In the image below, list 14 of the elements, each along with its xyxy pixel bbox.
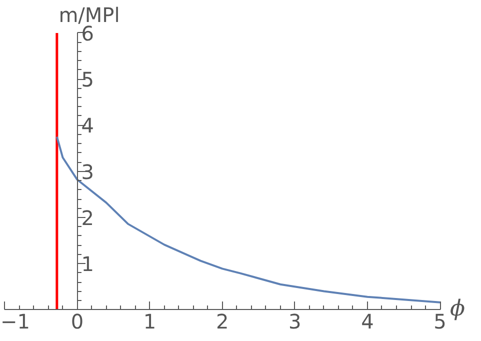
x-tick-label: 0 <box>70 310 84 334</box>
y-tick-label: 2 <box>81 206 94 230</box>
y-tick-label: 5 <box>81 68 94 92</box>
x-tick-label: −1 <box>0 310 30 334</box>
y-tick-label: 4 <box>81 114 94 138</box>
x-tick-label: 2 <box>216 310 229 334</box>
x-tick-label: 5 <box>434 310 446 334</box>
x-tick-label: 1 <box>143 310 156 334</box>
line-series <box>56 136 442 304</box>
x-tick-label: 3 <box>288 310 302 334</box>
x-axis-title: ϕ <box>450 296 466 322</box>
y-tick-label: 1 <box>81 252 94 276</box>
x-tick-label: 4 <box>361 310 374 334</box>
y-tick-label: 3 <box>81 160 94 184</box>
